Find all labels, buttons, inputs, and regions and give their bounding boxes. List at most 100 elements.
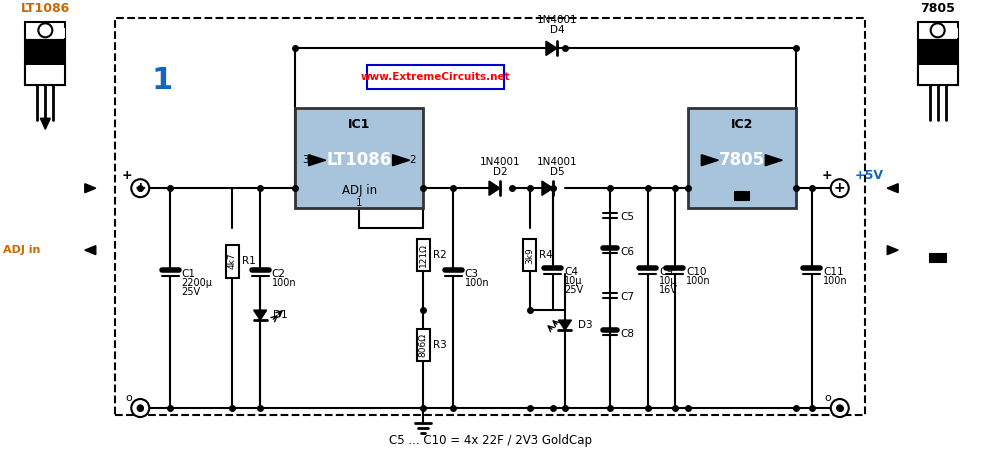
Text: 3k9: 3k9 [526,247,535,264]
Bar [735,192,749,200]
Text: LT1086: LT1086 [327,151,391,169]
FancyBboxPatch shape [367,65,504,89]
Text: R2: R2 [433,250,446,260]
Text: 25V: 25V [181,287,201,297]
Text: 10μ: 10μ [659,276,678,286]
Text: 4k7: 4k7 [228,253,236,270]
Bar [116,18,864,415]
Text: 100n: 100n [823,276,848,286]
Text: C6: C6 [620,247,634,257]
Text: C4: C4 [564,267,579,277]
Text: D4: D4 [549,25,564,35]
Polygon shape [84,184,96,193]
Bar [26,40,66,65]
Text: 7805: 7805 [920,2,955,15]
Text: 7805: 7805 [719,151,765,169]
Bar [295,108,423,208]
Text: 10μ: 10μ [564,276,583,286]
Circle shape [831,399,849,417]
Polygon shape [489,181,500,195]
Text: 1: 1 [152,66,173,95]
Polygon shape [887,184,899,193]
Polygon shape [392,155,409,166]
Text: 806Ω: 806Ω [419,333,428,357]
Bar [417,329,430,361]
Polygon shape [254,310,267,320]
Text: 16V: 16V [659,285,678,295]
Polygon shape [701,155,718,166]
Text: C11: C11 [823,267,844,277]
Polygon shape [40,118,50,129]
Text: 25V: 25V [564,285,584,295]
Text: C2: C2 [272,269,285,279]
Bar [688,108,796,208]
Text: C9: C9 [659,267,673,277]
Text: +: + [821,169,832,182]
Polygon shape [84,246,96,255]
Polygon shape [887,246,899,255]
Text: 121Ω: 121Ω [419,243,428,267]
Text: C7: C7 [620,292,634,302]
Bar [955,28,957,38]
Text: R1: R1 [241,256,255,266]
Polygon shape [558,320,572,330]
Text: o: o [824,393,831,403]
Text: 2: 2 [410,155,416,165]
Text: +5V: +5V [854,169,884,182]
Circle shape [931,23,945,37]
Circle shape [137,405,143,411]
Polygon shape [542,181,553,195]
Text: D3: D3 [578,320,593,330]
Text: R3: R3 [433,340,446,350]
Circle shape [131,399,149,417]
Text: IC1: IC1 [348,118,370,131]
Bar [917,40,957,86]
Bar [26,40,66,86]
Bar [917,40,957,65]
Text: C1: C1 [181,269,196,279]
Bar [524,239,537,271]
Text: ADJ in: ADJ in [341,184,377,197]
Circle shape [837,405,843,411]
Bar [917,63,957,86]
Text: 3: 3 [302,155,308,165]
Text: +: + [122,169,132,182]
Text: C5 ... C10 = 4x 22F / 2V3 GoldCap: C5 ... C10 = 4x 22F / 2V3 GoldCap [388,433,592,446]
Bar [226,245,238,278]
Text: 2200μ: 2200μ [181,278,213,288]
Bar [417,239,430,271]
Text: 100n: 100n [687,276,711,286]
Text: 100n: 100n [272,278,296,288]
Polygon shape [546,41,557,55]
Text: ADJ in: ADJ in [3,245,41,255]
Text: D2: D2 [492,167,507,177]
Text: 1N4001: 1N4001 [537,15,577,25]
Text: 1N4001: 1N4001 [480,157,520,167]
Text: +: + [834,181,846,195]
Text: C3: C3 [465,269,479,279]
Bar [26,63,66,86]
Text: D1: D1 [273,310,287,320]
Text: D5: D5 [549,167,564,177]
Circle shape [131,179,149,197]
Text: +: + [134,181,146,195]
Text: C5: C5 [620,212,634,222]
Bar [921,28,924,38]
Circle shape [831,179,849,197]
Bar [917,22,957,40]
Text: 1N4001: 1N4001 [537,157,577,167]
Bar [28,28,31,38]
Text: LT1086: LT1086 [21,2,70,15]
Text: R4: R4 [540,250,553,260]
Polygon shape [309,155,326,166]
Bar [930,254,946,262]
Text: C8: C8 [620,329,634,339]
Bar [26,22,66,40]
Text: 1: 1 [356,198,362,208]
Circle shape [38,23,52,37]
Text: C10: C10 [687,267,707,277]
Text: www.ExtremeCircuits.net: www.ExtremeCircuits.net [360,72,510,82]
Text: o: o [125,393,131,403]
Text: 100n: 100n [465,278,490,288]
Bar [63,28,66,38]
